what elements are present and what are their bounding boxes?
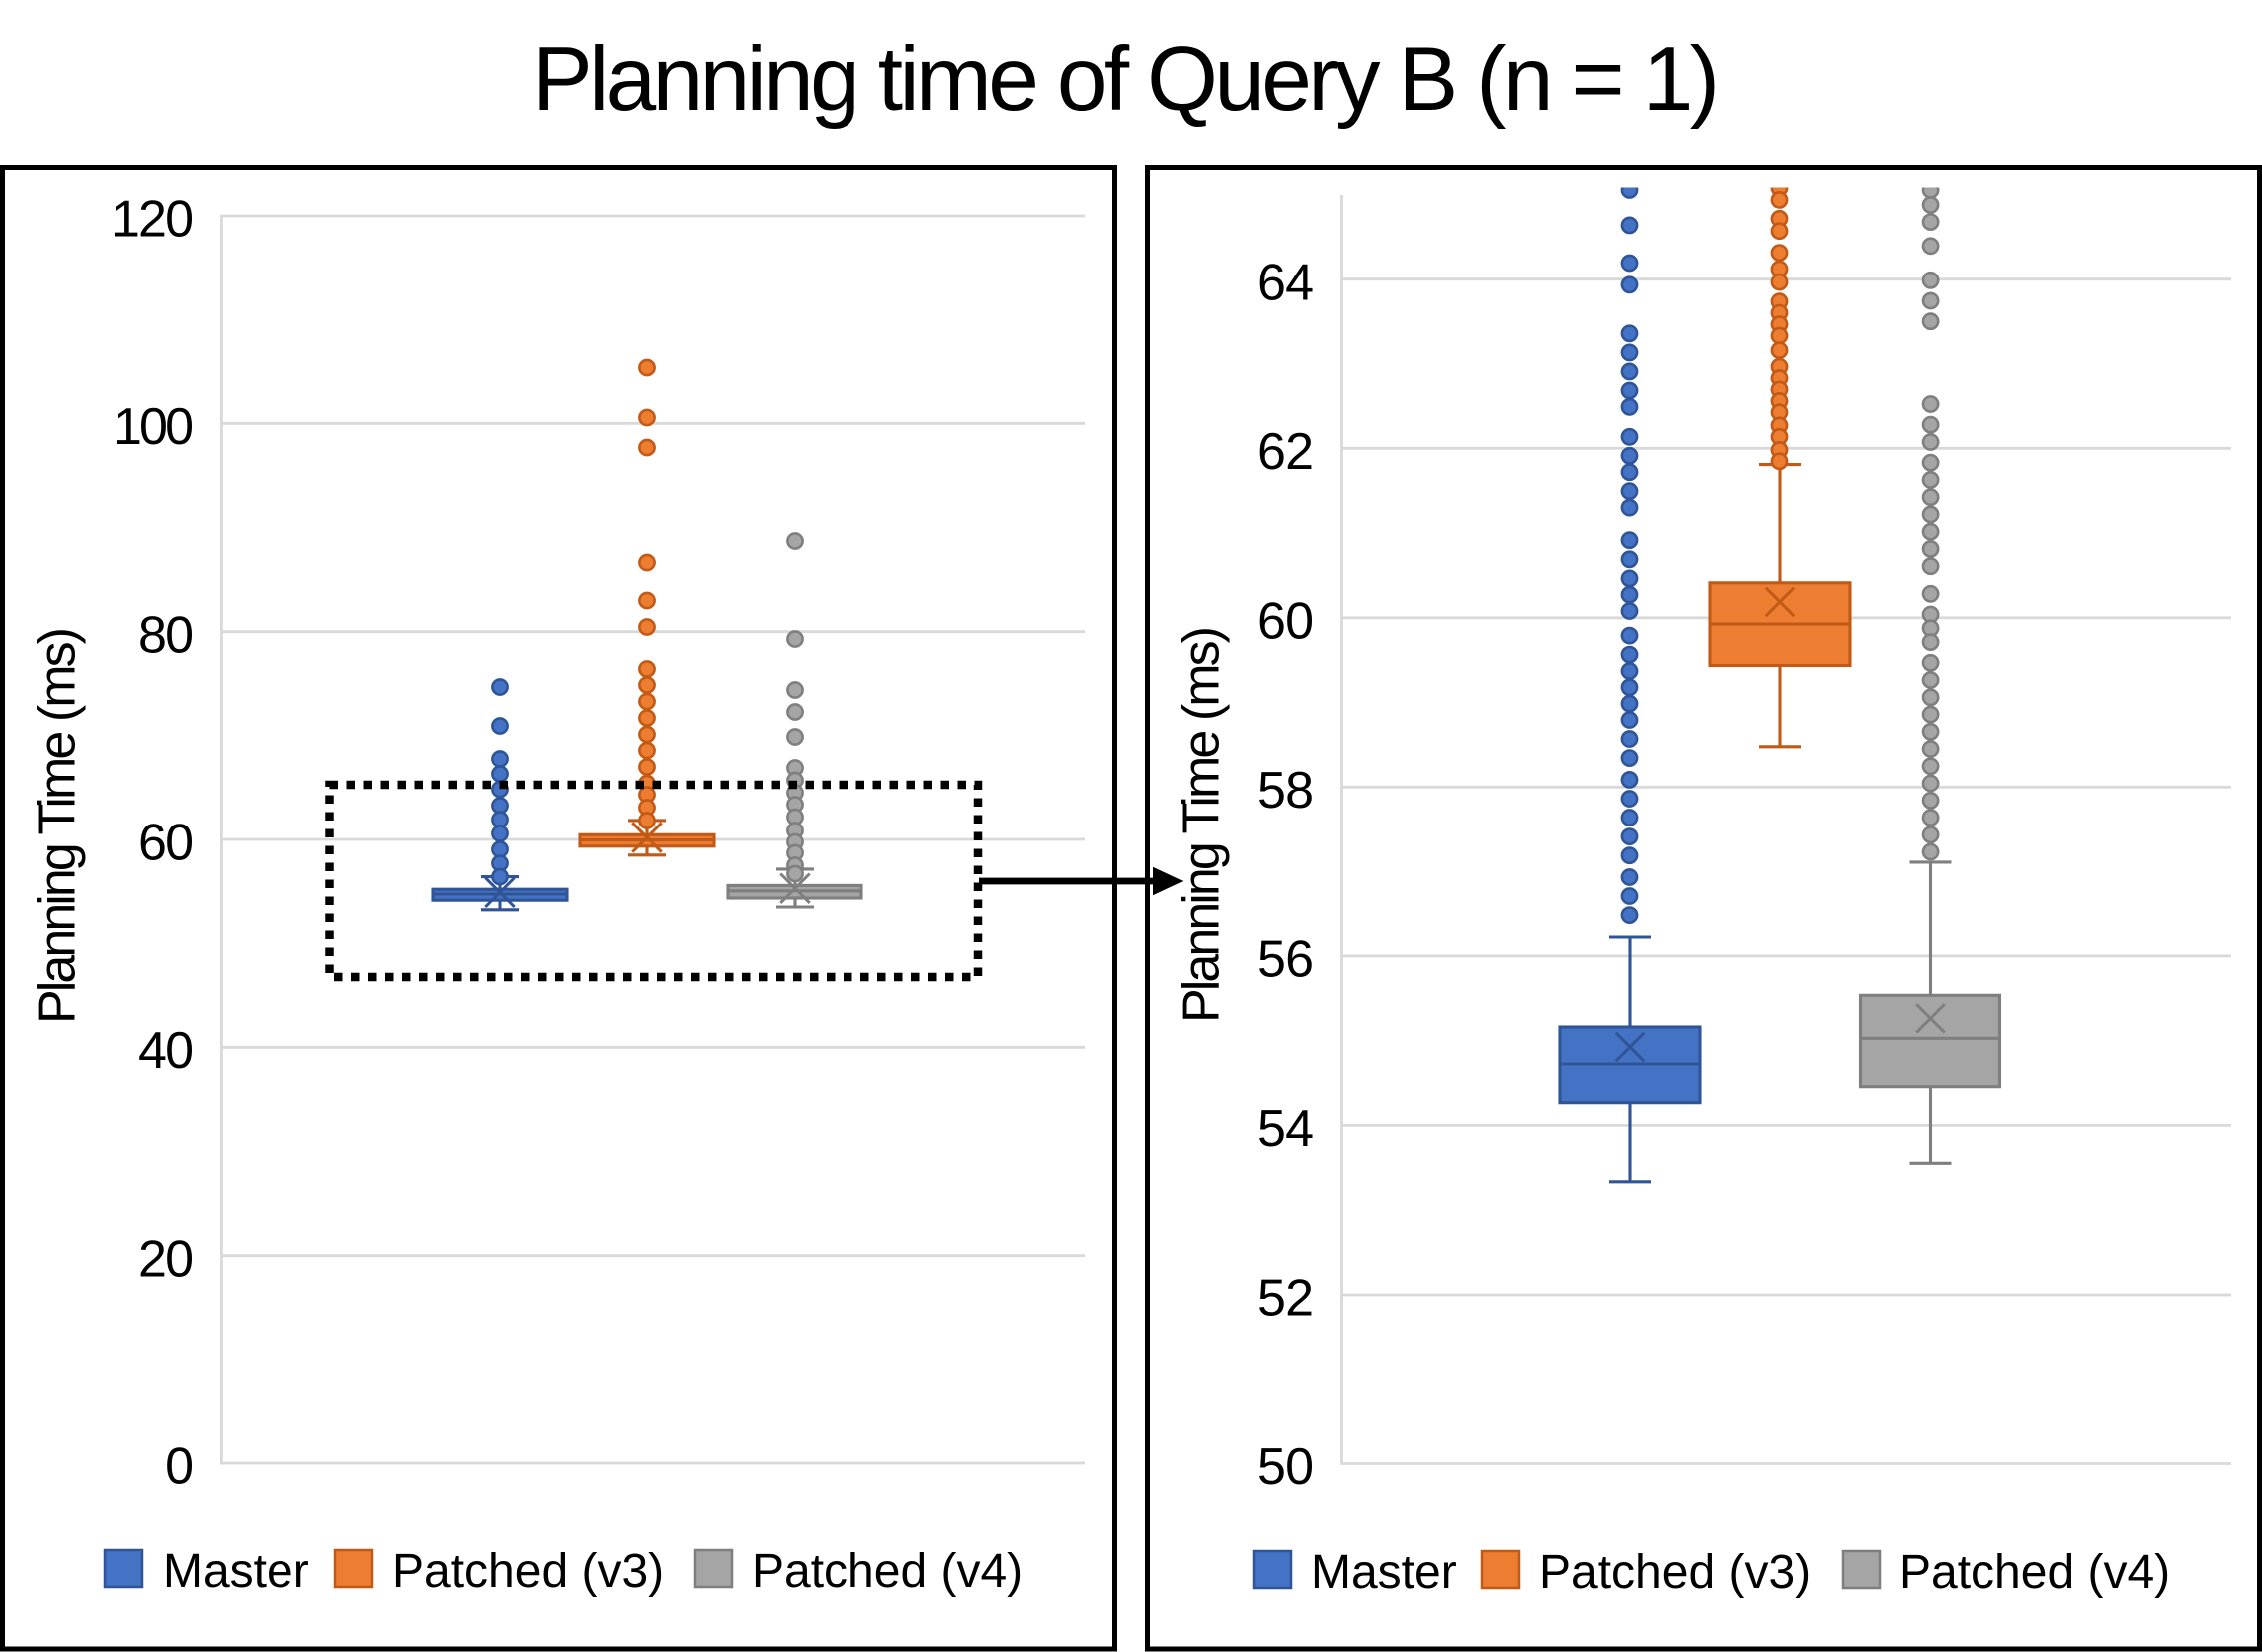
svg-text:60: 60 <box>138 815 194 872</box>
svg-text:Patched (v3): Patched (v3) <box>1539 1546 1811 1599</box>
svg-text:54: 54 <box>1257 1100 1314 1158</box>
svg-text:Patched (v3): Patched (v3) <box>392 1545 664 1598</box>
svg-text:62: 62 <box>1257 423 1314 481</box>
svg-text:Patched (v4): Patched (v4) <box>752 1545 1023 1598</box>
svg-text:Master: Master <box>1311 1546 1457 1599</box>
svg-text:100: 100 <box>113 398 194 456</box>
svg-text:64: 64 <box>1257 254 1314 311</box>
svg-text:60: 60 <box>1257 593 1314 651</box>
svg-text:58: 58 <box>1257 762 1314 820</box>
svg-text:Patched (v4): Patched (v4) <box>1899 1546 2170 1599</box>
svg-text:Planning time of Query B (n =: Planning time of Query B (n = 1) <box>532 29 1720 130</box>
svg-text:52: 52 <box>1257 1270 1314 1328</box>
svg-text:40: 40 <box>138 1022 194 1080</box>
svg-text:56: 56 <box>1257 931 1314 989</box>
svg-text:20: 20 <box>138 1230 194 1288</box>
svg-text:50: 50 <box>1257 1438 1314 1496</box>
svg-text:Planning Time (ms): Planning Time (ms) <box>1173 626 1231 1023</box>
svg-text:Planning Time (ms): Planning Time (ms) <box>29 627 87 1024</box>
svg-text:0: 0 <box>165 1438 194 1496</box>
svg-text:120: 120 <box>111 191 194 249</box>
svg-text:80: 80 <box>138 606 194 664</box>
svg-text:Master: Master <box>163 1545 309 1598</box>
